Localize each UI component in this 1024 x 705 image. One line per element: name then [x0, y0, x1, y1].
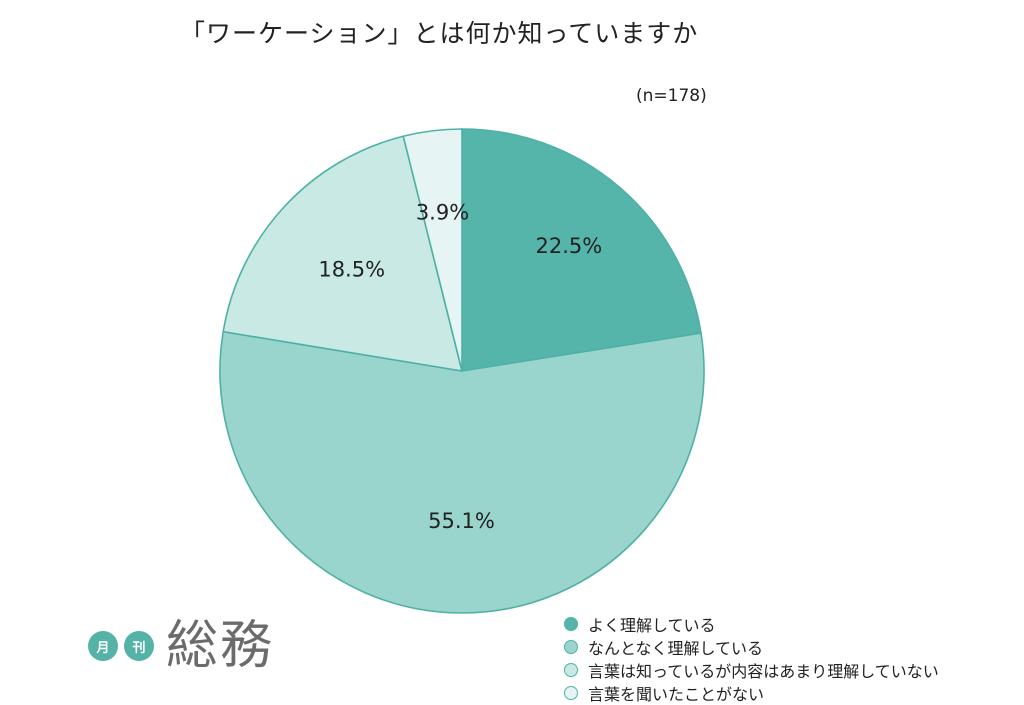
- logo-badge-edition: 刊: [124, 631, 154, 661]
- data-label-1: 22.5%: [536, 234, 603, 258]
- legend-label-4: 言葉を聞いたことがない: [588, 684, 765, 704]
- legend-swatch-4: [564, 685, 578, 700]
- legend-swatch-3: [564, 662, 578, 677]
- logo-wordmark: 総務: [166, 616, 275, 676]
- legend-label-2: なんとなく理解している: [588, 638, 764, 658]
- legend-swatch-1: [564, 616, 578, 631]
- legend: よく理解しているなんとなく理解している言葉は知っているが内容はあまり理解していな…: [564, 612, 939, 704]
- magazine-logo: 月 刊 総務: [88, 620, 274, 672]
- legend-label-1: よく理解している: [588, 615, 716, 635]
- legend-item-3: 言葉は知っているが内容はあまり理解していない: [564, 658, 939, 681]
- legend-label-3: 言葉は知っているが内容はあまり理解していない: [588, 661, 939, 681]
- data-label-4: 3.9%: [416, 201, 469, 225]
- pie-slice-1: [461, 128, 702, 372]
- data-label-2: 55.1%: [428, 509, 495, 533]
- legend-item-1: よく理解している: [564, 612, 939, 635]
- legend-item-2: なんとなく理解している: [564, 635, 939, 658]
- pie-slice-2: [219, 330, 705, 614]
- sample-size: (n=178): [636, 86, 707, 106]
- legend-item-4: 言葉を聞いたことがない: [564, 681, 939, 704]
- data-label-3: 18.5%: [318, 257, 385, 281]
- pie-slice-4: [402, 128, 463, 372]
- logo-badge-monthly: 月: [88, 631, 118, 661]
- chart-title: 「ワーケーション」とは何か知っていますか: [180, 19, 699, 48]
- legend-swatch-2: [564, 639, 578, 654]
- pie-slice-3: [222, 135, 464, 372]
